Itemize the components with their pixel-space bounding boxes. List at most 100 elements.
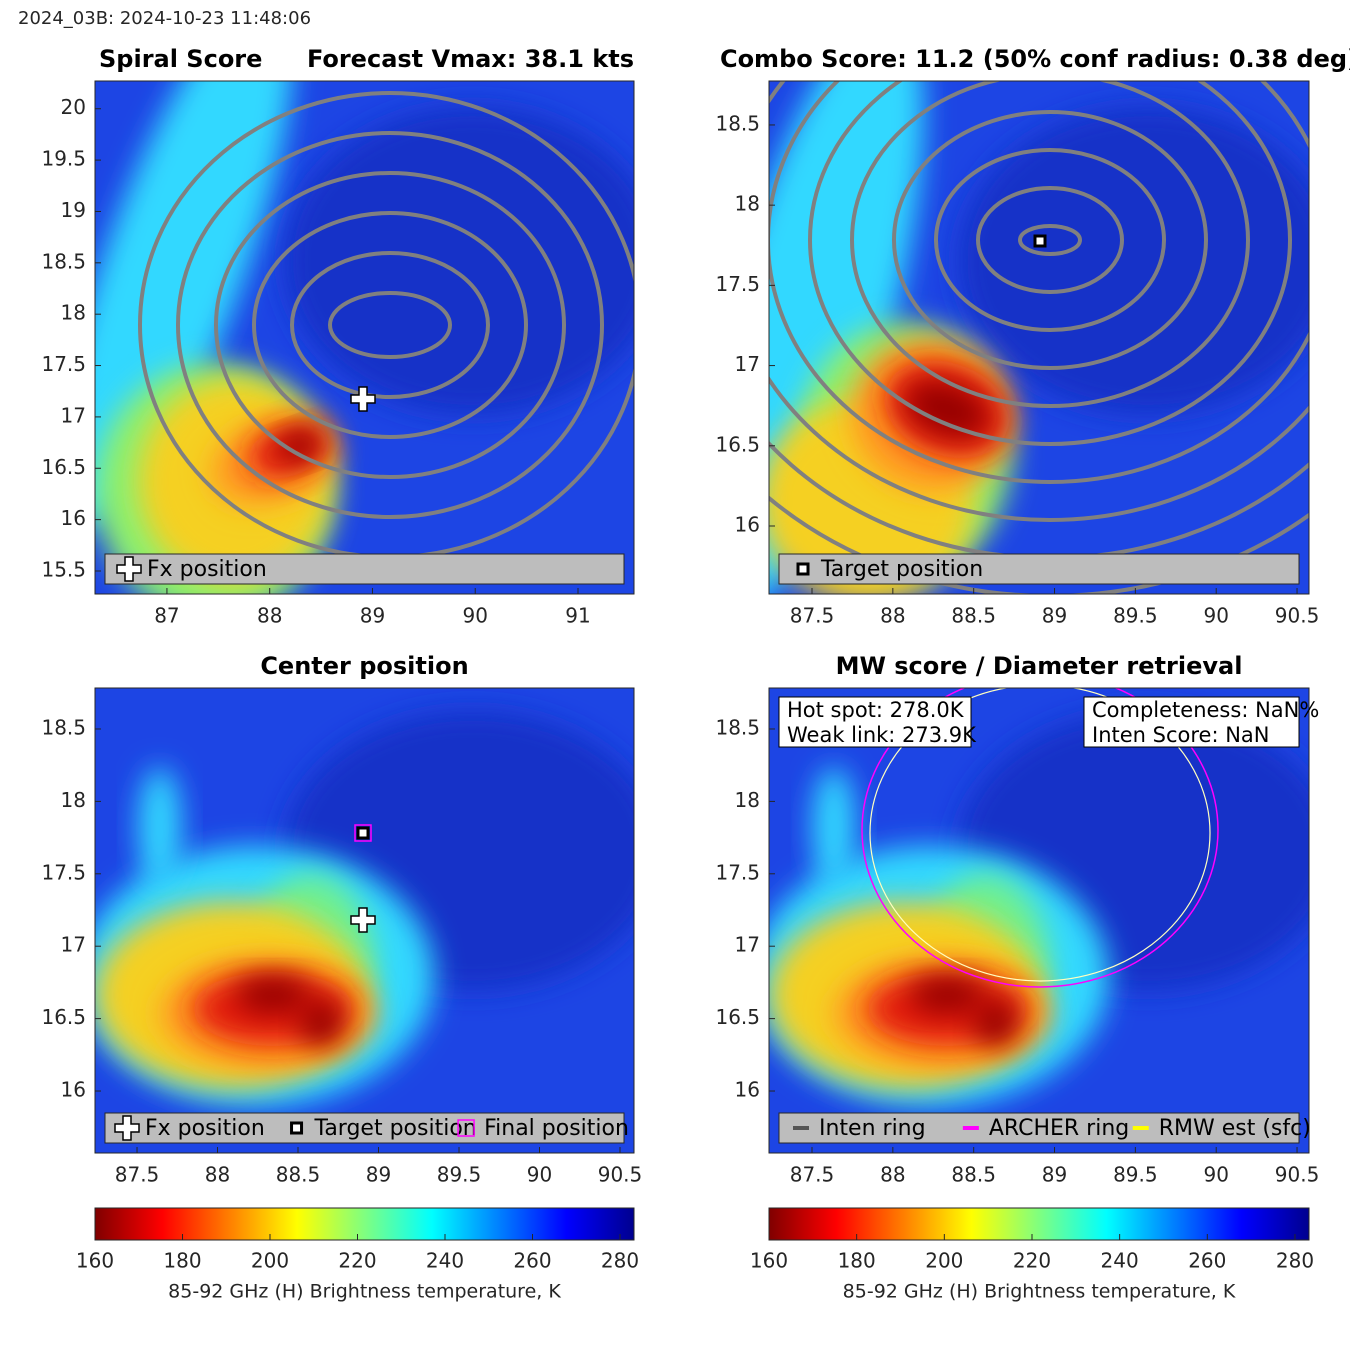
field-blob <box>905 381 989 438</box>
x-tick-label: 89 <box>360 604 385 628</box>
panel-title-right: Forecast Vmax: 38.1 kts <box>307 45 634 73</box>
contour <box>1018 224 1082 256</box>
field-blob <box>974 999 1018 1047</box>
x-tick-label: 88 <box>205 1163 230 1187</box>
contour <box>850 81 1250 408</box>
x-tick-label: 90.5 <box>598 1163 643 1187</box>
contour <box>769 81 1309 522</box>
colorbar-tick-label: 240 <box>426 1249 464 1273</box>
legend-box <box>778 553 1300 585</box>
y-tick-label: 18 <box>61 788 86 812</box>
y-tick-label: 18 <box>61 301 86 325</box>
x-tick-label: 88 <box>880 1163 905 1187</box>
x-tick-label: 88.5 <box>951 1163 996 1187</box>
legend-label: Target position <box>820 557 983 582</box>
y-tick-label: 17.5 <box>41 352 86 376</box>
y-tick-label: 18 <box>735 788 760 812</box>
legend-label: RMW est (sfc) <box>1159 1116 1311 1141</box>
y-tick-label: 17 <box>735 933 760 957</box>
y-tick-label: 18 <box>735 192 760 216</box>
annotation-text: Completeness: NaN% <box>1092 698 1319 722</box>
legend-square <box>290 1121 304 1135</box>
x-tick-label: 89.5 <box>437 1163 482 1187</box>
axes-box <box>94 687 635 1154</box>
colorbar <box>94 1207 635 1241</box>
legend-box <box>778 1112 1300 1144</box>
x-tick-label: 87.5 <box>790 1163 835 1187</box>
y-tick-label: 18.5 <box>41 715 86 739</box>
rmw-ring <box>869 688 1211 982</box>
plot-area <box>769 81 1309 594</box>
x-tick-label: 89 <box>366 1163 391 1187</box>
y-tick-label: 18.5 <box>715 715 760 739</box>
x-tick-label: 89 <box>1042 604 1067 628</box>
plot-area <box>769 688 1309 1153</box>
panel-title: Spiral Score <box>99 45 262 73</box>
colorbar-tick-label: 160 <box>750 1249 788 1273</box>
figure-title: 2024_03B: 2024-10-23 11:48:06 <box>18 8 311 29</box>
contour <box>976 186 1124 294</box>
colorbar-tick-label: 180 <box>163 1249 201 1273</box>
y-tick-label: 17 <box>61 403 86 427</box>
field-blob <box>812 767 856 888</box>
x-tick-label: 88.5 <box>276 1163 321 1187</box>
x-tick-label: 90 <box>1203 604 1228 628</box>
colorbar-label: 85-92 GHz (H) Brightness temperature, K <box>843 1281 1236 1303</box>
field-blob <box>278 428 321 462</box>
x-tick-label: 90.5 <box>1275 1163 1320 1187</box>
contour <box>808 81 1292 446</box>
contour <box>934 148 1166 332</box>
legend-label: ARCHER ring <box>989 1116 1129 1141</box>
x-tick-label: 91 <box>565 604 590 628</box>
field-blob <box>909 976 985 1014</box>
y-tick-label: 16.5 <box>41 455 86 479</box>
colorbar-tick-label: 160 <box>76 1249 114 1273</box>
colorbar-tick-label: 260 <box>1188 1249 1226 1273</box>
plot-area <box>95 81 634 594</box>
axes-box <box>768 687 1310 1154</box>
x-tick-label: 90 <box>463 604 488 628</box>
contour <box>252 211 528 439</box>
legend-label: Fx position <box>145 1116 265 1141</box>
field-dark <box>283 106 634 415</box>
archer-ring <box>861 688 1219 988</box>
x-tick-label: 87.5 <box>115 1163 160 1187</box>
annotation-text: Weak link: 273.9K <box>787 723 977 747</box>
panel-title: Center position <box>260 652 468 680</box>
colorbar-tick-label: 240 <box>1101 1249 1139 1273</box>
x-tick-label: 89 <box>1042 1163 1067 1187</box>
x-tick-label: 89.5 <box>1113 1163 1158 1187</box>
colorbar-tick-label: 200 <box>925 1249 963 1273</box>
legend-swatch <box>457 1119 475 1137</box>
contour <box>769 81 1309 484</box>
field-blob <box>95 81 293 527</box>
y-tick-label: 17.5 <box>41 860 86 884</box>
legend-label: Fx position <box>147 557 267 582</box>
contour <box>290 251 490 399</box>
contour <box>176 131 604 519</box>
contour <box>328 291 452 359</box>
colorbar-tick-label: 180 <box>838 1249 876 1273</box>
field-blob <box>299 999 343 1047</box>
y-tick-label: 16 <box>735 512 760 536</box>
colorbar <box>768 1207 1310 1241</box>
y-tick-label: 16 <box>735 1078 760 1102</box>
fx-marker <box>350 907 376 933</box>
annotation-text: Inten Score: NaN <box>1092 723 1270 747</box>
y-tick-label: 18.5 <box>715 111 760 135</box>
fx-marker <box>350 386 376 412</box>
y-tick-label: 20 <box>61 95 86 119</box>
x-tick-label: 90.5 <box>1275 604 1320 628</box>
y-tick-label: 17 <box>61 933 86 957</box>
colorbar-tick-label: 260 <box>513 1249 551 1273</box>
legend-square <box>796 562 810 576</box>
panel-title: Combo Score: 11.2 (50% conf radius: 0.38… <box>720 45 1350 73</box>
legend-cross <box>116 556 142 582</box>
colorbar-tick-label: 220 <box>338 1249 376 1273</box>
y-tick-label: 16 <box>61 1078 86 1102</box>
x-tick-label: 88 <box>880 604 905 628</box>
legend-label: Inten ring <box>819 1116 926 1141</box>
axes-box <box>768 80 1310 595</box>
y-tick-label: 18.5 <box>41 249 86 273</box>
legend-box <box>104 1112 625 1144</box>
